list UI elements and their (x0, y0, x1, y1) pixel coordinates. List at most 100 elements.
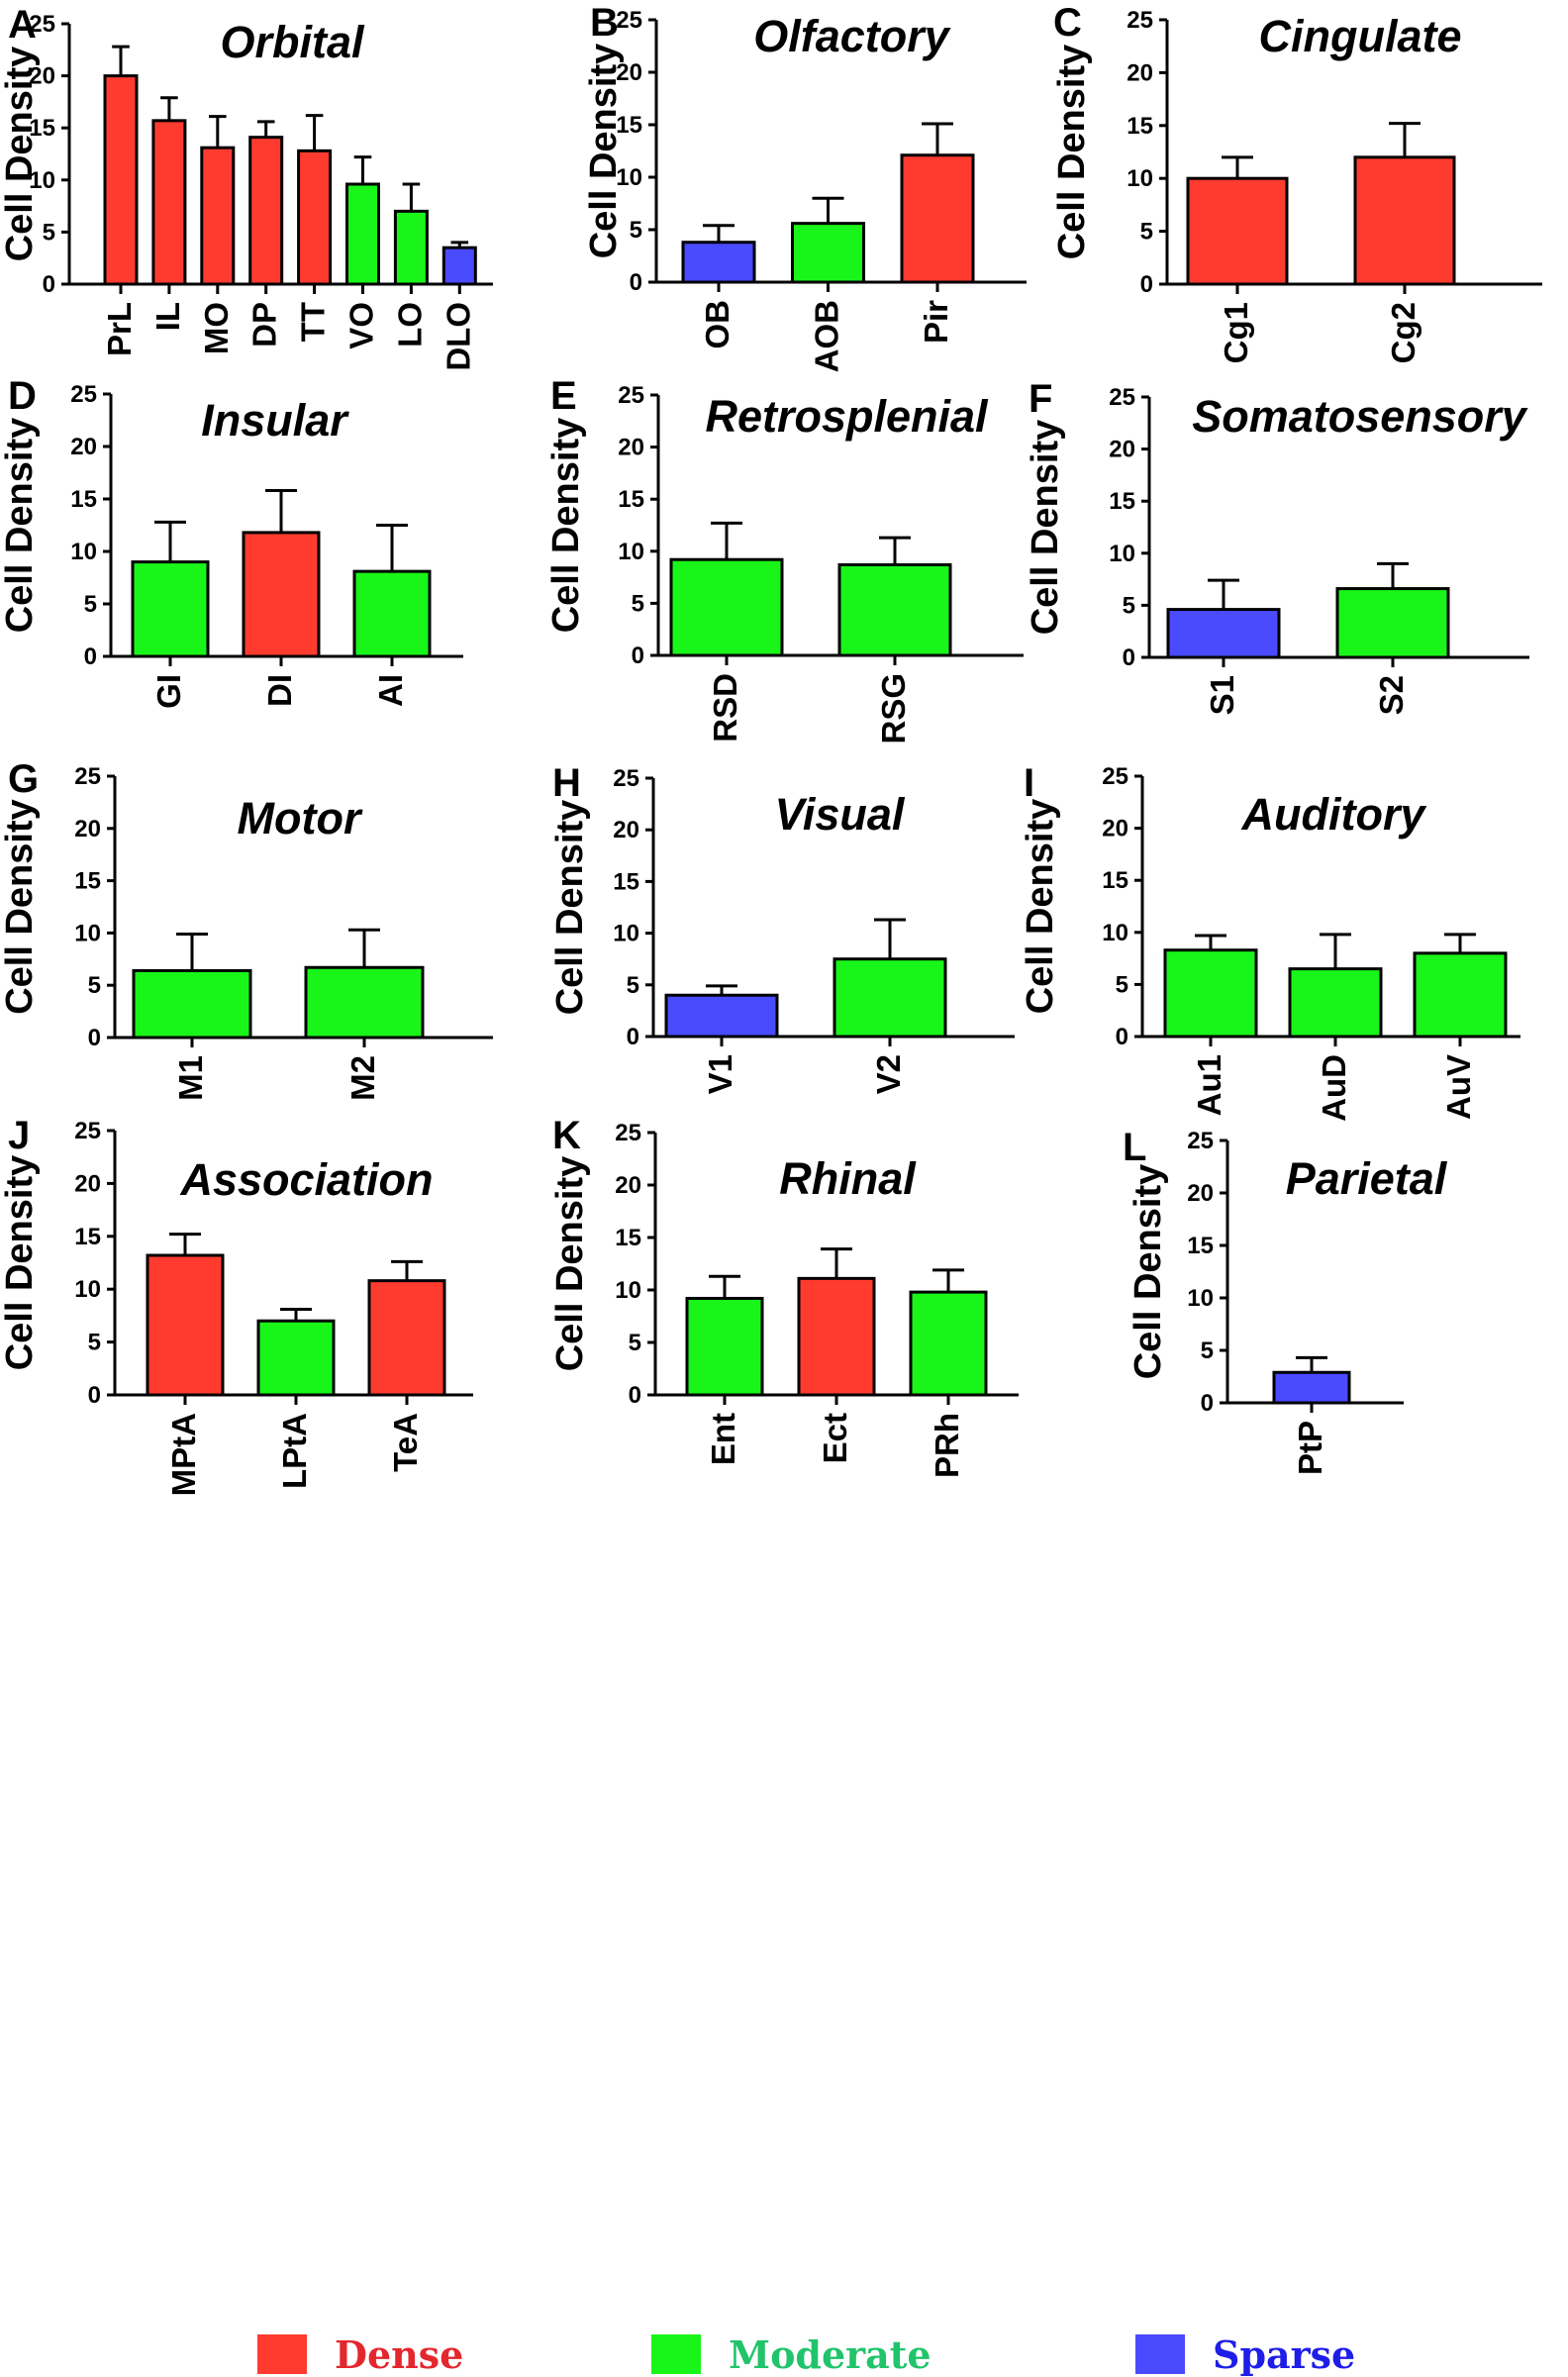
panel-j-xtick-label: LPtA (276, 1413, 313, 1489)
panel-k-bar-prh (909, 1290, 988, 1397)
panel-j-xtick-label: TeA (387, 1413, 424, 1472)
panel-b-ylabel: Cell Density (583, 44, 625, 259)
panel-i-ytick-label: 20 (1102, 816, 1128, 842)
panel-d-bar-ai (352, 569, 432, 658)
panel-k-ytick-label: 5 (629, 1330, 641, 1356)
panel-e-bar-rsd (669, 557, 784, 657)
panel-f-ytick-label: 20 (1109, 437, 1135, 463)
panel-k-letter: K (552, 1114, 581, 1157)
panel-a-xtick-label: PrL (101, 302, 138, 356)
panel-j-ytick-label: 0 (88, 1382, 101, 1409)
panel-d-letter: D (8, 374, 37, 418)
panel-a-xtick-label: MO (198, 302, 235, 354)
panel-i-xtick-label: AuD (1316, 1054, 1352, 1122)
panel-d-ytick-label: 15 (70, 486, 97, 513)
panel-b-title: Olfactory (753, 11, 951, 61)
panel-h-ytick-label: 20 (613, 817, 639, 843)
panel-i-bar-auv (1413, 951, 1508, 1039)
panel-k-ytick-label: 10 (615, 1277, 641, 1304)
panel-g-xtick-label: M2 (344, 1055, 381, 1101)
panel-l-ytick-label: 25 (1187, 1128, 1214, 1154)
panel-b-ytick-label: 10 (616, 164, 642, 191)
panel-c-ytick-label: 15 (1127, 113, 1153, 140)
panel-i-ytick-label: 10 (1102, 920, 1128, 946)
legend-item-sparse: Sparse (1135, 2332, 1355, 2377)
panel-f-xtick-label: S2 (1373, 675, 1410, 715)
panel-b-xtick-label: AOB (809, 300, 845, 372)
panel-l-letter: L (1123, 1126, 1146, 1169)
panel-f-title: Somatosensory (1192, 391, 1528, 442)
panel-a-xtick-label: DLO (440, 302, 476, 371)
panel-f-ytick-label: 0 (1123, 644, 1135, 671)
panel-c-ytick-label: 10 (1127, 165, 1153, 192)
panel-d-xtick-label: AI (372, 674, 409, 707)
panel-g-ylabel: Cell Density (0, 799, 41, 1015)
panel-f-ytick-label: 5 (1123, 592, 1135, 619)
panel-i-ytick-label: 15 (1102, 867, 1128, 894)
panel-a-ytick-label: 5 (43, 219, 55, 246)
panel-a-ytick-label: 20 (29, 63, 55, 90)
panel-f-bar-s1 (1166, 608, 1281, 659)
panel-j-ytick-label: 15 (74, 1224, 101, 1250)
panel-l-ytick-label: 0 (1201, 1390, 1214, 1417)
panel-i-title: Auditory (1241, 789, 1427, 840)
panel-a-bar-prl (103, 74, 139, 286)
panel-a-ylabel: Cell Density (0, 47, 41, 262)
panel-b-ytick-label: 5 (630, 217, 642, 244)
panel-c-ylabel: Cell Density (1051, 45, 1093, 260)
panel-b-ytick-label: 20 (616, 59, 642, 86)
panel-c-bar-cg1 (1186, 176, 1289, 286)
panel-i-letter: I (1024, 761, 1034, 805)
panel-g-bar-m2 (304, 965, 425, 1040)
panel-a-bar-dp (248, 136, 284, 286)
legend-item-moderate: Moderate (651, 2331, 931, 2377)
panel-j-title: Association (179, 1154, 433, 1205)
panel-d-ytick-label: 5 (84, 591, 97, 618)
panel-k-xtick-label: Ect (817, 1413, 853, 1463)
panel-c-letter: C (1053, 1, 1082, 45)
legend-item-dense: Dense (257, 2331, 464, 2377)
panel-k-bar-ect (797, 1276, 876, 1397)
legend-label-moderate: Moderate (729, 2331, 931, 2377)
panel-l-ylabel: Cell Density (1127, 1164, 1169, 1380)
panel-e-letter: E (550, 374, 577, 418)
panel-a-xtick-label: IL (149, 302, 186, 331)
panel-e-ylabel: Cell Density (545, 418, 587, 634)
panel-b-ytick-label: 15 (616, 112, 642, 139)
legend-swatch-moderate (651, 2334, 701, 2374)
panel-j-ytick-label: 25 (74, 1118, 101, 1144)
panel-d-ytick-label: 0 (84, 644, 97, 670)
legend-label-dense: Dense (335, 2331, 464, 2377)
panel-d-ytick-label: 10 (70, 539, 97, 565)
panel-j-bar-lpta (256, 1319, 336, 1397)
panel-l-bar-ptp (1272, 1370, 1351, 1405)
panel-i-ylabel: Cell Density (1020, 799, 1061, 1015)
panel-f-ytick-label: 15 (1109, 488, 1135, 515)
panel-b-bar-ob (681, 241, 756, 284)
panel-k-title: Rhinal (779, 1153, 917, 1204)
panel-d-ylabel: Cell Density (0, 418, 41, 634)
panel-j-letter: J (8, 1114, 30, 1157)
panel-a-bar-il (151, 119, 187, 286)
panel-a-xtick-label: TT (295, 302, 332, 342)
panel-d-xtick-label: GI (150, 674, 187, 709)
panel-a-ytick-label: 25 (29, 11, 55, 38)
panel-j-ylabel: Cell Density (0, 1155, 41, 1371)
panel-a-xtick-label: VO (343, 302, 380, 349)
panel-j-bar-mpta (146, 1253, 225, 1397)
panel-a-letter: A (8, 3, 37, 47)
panel-g-ytick-label: 15 (74, 868, 101, 895)
panel-g-title: Motor (238, 793, 363, 843)
panel-d-bar-di (242, 531, 321, 658)
panel-c-ytick-label: 5 (1140, 219, 1153, 246)
panel-j-ytick-label: 10 (74, 1276, 101, 1303)
panel-e-title: Retrosplenial (705, 391, 989, 442)
panel-b-letter: B (590, 1, 619, 45)
panel-a-bar-mo (200, 146, 236, 286)
panel-a-xtick-label: LO (391, 302, 428, 347)
panel-i-bar-aud (1288, 967, 1383, 1039)
panel-h-ytick-label: 0 (627, 1024, 639, 1050)
panel-g-ytick-label: 25 (74, 763, 101, 790)
panel-e-ytick-label: 10 (618, 539, 644, 565)
